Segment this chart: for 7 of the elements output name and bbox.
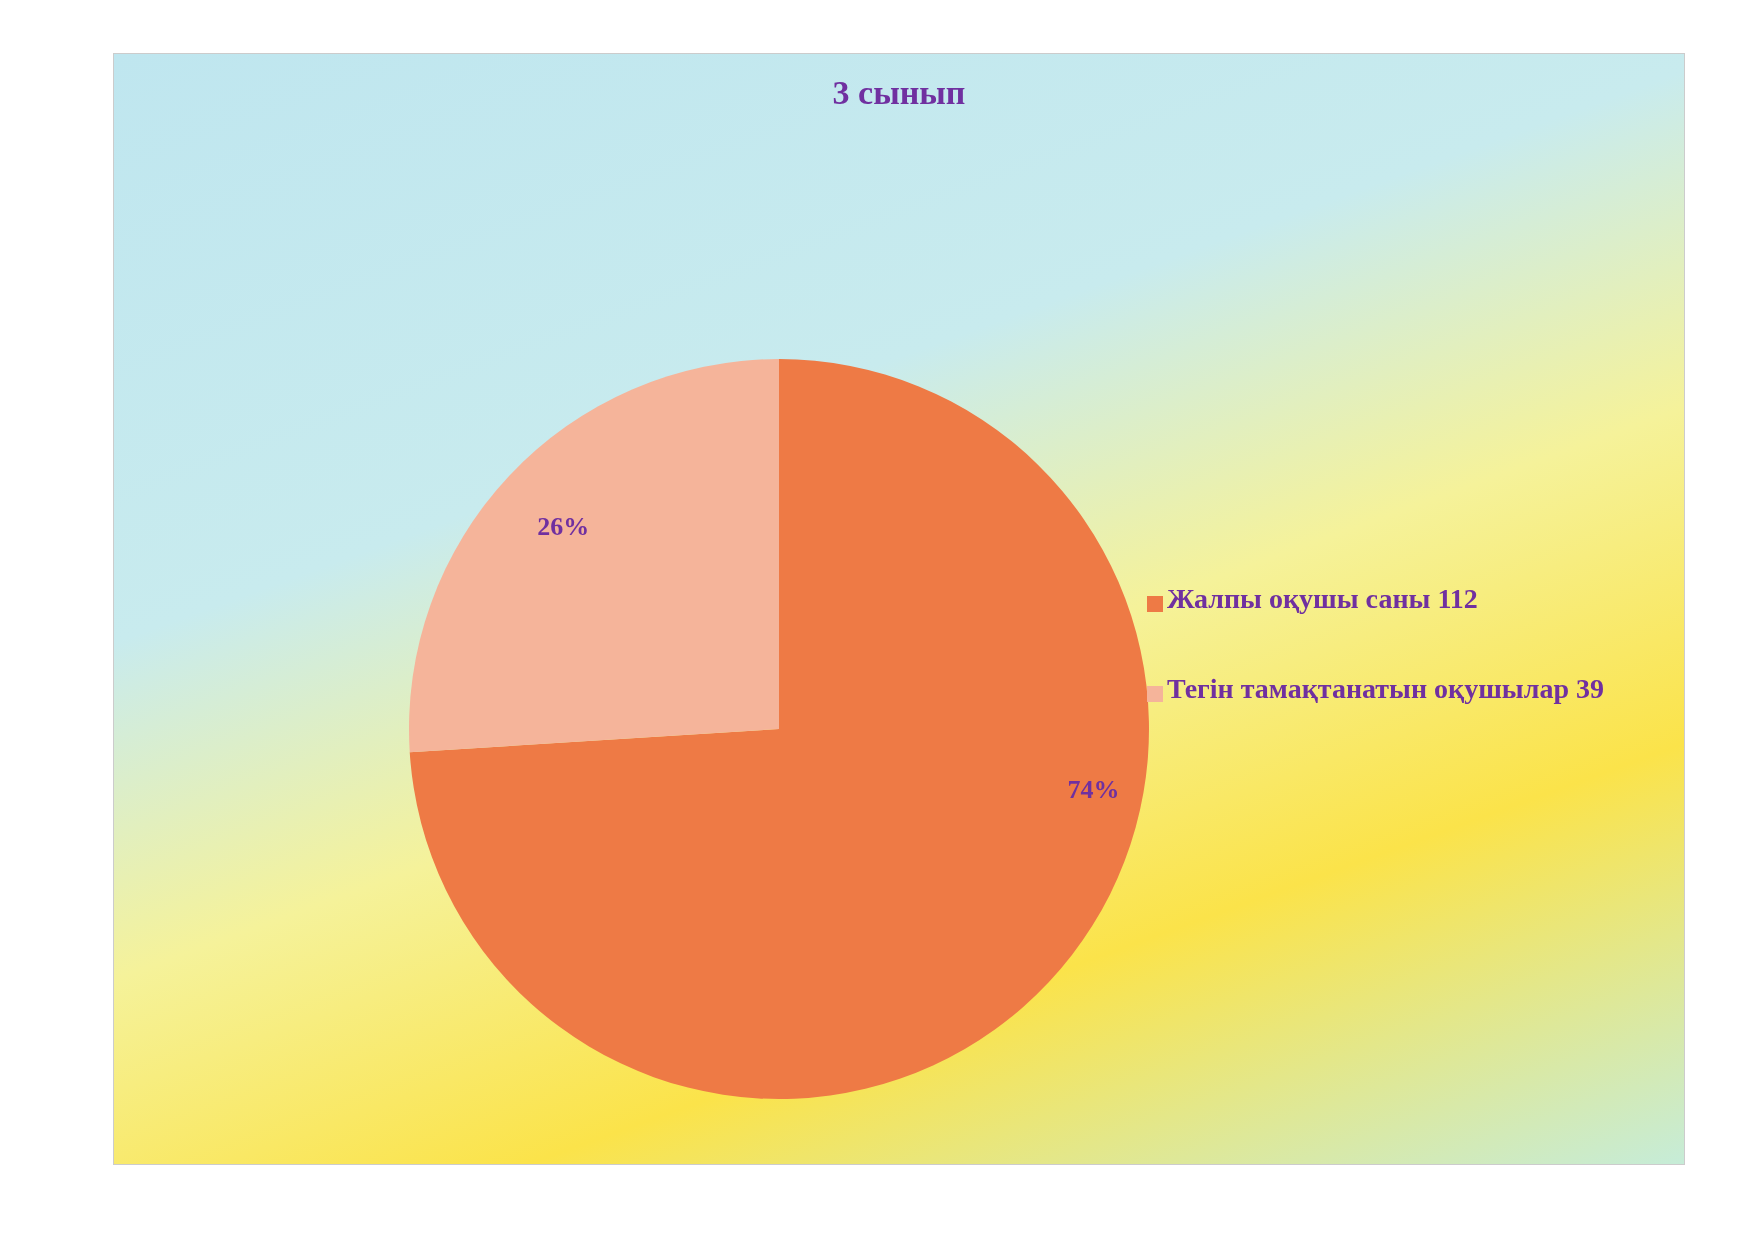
chart-title: 3 сынып bbox=[831, 74, 967, 112]
data-label: 74% bbox=[1067, 774, 1120, 804]
pie-slice bbox=[409, 359, 1149, 1099]
legend-label: Жалпы оқушы саны 112 bbox=[1167, 583, 1478, 614]
pie-slice bbox=[409, 359, 779, 753]
legend-label: Тегін тамақтанатын оқушылар 39 bbox=[1167, 673, 1604, 704]
data-label: 26% bbox=[537, 511, 590, 541]
